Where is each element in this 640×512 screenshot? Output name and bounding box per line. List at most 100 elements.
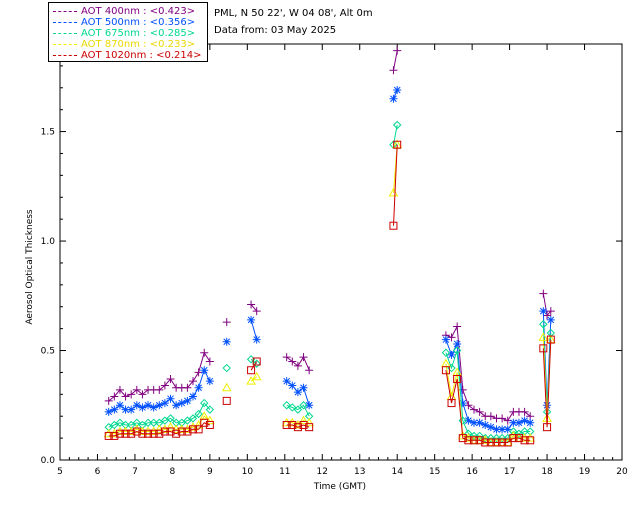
data-point-aot-500nm: [498, 425, 507, 434]
data-point-aot-500nm: [247, 315, 256, 324]
data-point-aot-1020nm: [282, 420, 291, 429]
x-tick-label: 9: [207, 467, 213, 477]
x-tick-label: 7: [132, 467, 138, 477]
data-point-aot-675nm: [149, 418, 158, 427]
data-point-aot-1020nm: [447, 399, 456, 408]
data-point-aot-1020nm: [514, 434, 523, 443]
x-tick-label: 6: [95, 467, 101, 477]
x-tick-label: 5: [57, 467, 63, 477]
legend-line-870nm: [53, 43, 77, 45]
data-point-aot-400nm: [121, 392, 130, 401]
data-point-aot-400nm: [160, 381, 169, 390]
data-point-aot-675nm: [160, 416, 170, 425]
data-point-aot-1020nm: [132, 427, 141, 436]
data-point-aot-500nm: [539, 307, 548, 316]
legend-label-870nm: AOT 870nm : <0.233>: [81, 39, 196, 50]
legend-line-1020nm: [53, 54, 77, 56]
data-point-aot-500nm: [492, 425, 501, 434]
data-point-aot-500nm: [104, 407, 113, 416]
series-aot-400nm: [104, 46, 555, 425]
data-point-aot-675nm: [452, 346, 462, 355]
data-point-aot-400nm: [475, 407, 484, 416]
data-point-aot-500nm: [121, 405, 130, 414]
x-axis-label: Time (GMT): [313, 482, 367, 492]
data-point-aot-500nm: [177, 399, 186, 408]
data-point-aot-500nm: [194, 383, 203, 392]
data-point-aot-500nm: [144, 401, 153, 410]
x-tick-label: 11: [279, 467, 290, 477]
data-point-aot-400nm: [110, 392, 119, 401]
data-point-aot-1020nm: [115, 429, 124, 438]
series-line-aot-675nm: [286, 404, 310, 417]
data-point-aot-500nm: [288, 381, 297, 390]
data-point-aot-1020nm: [177, 427, 186, 436]
data-point-aot-1020nm: [475, 436, 484, 445]
data-point-aot-870nm: [457, 430, 468, 440]
data-point-aot-500nm: [299, 383, 308, 392]
data-point-aot-1020nm: [155, 429, 164, 438]
data-point-aot-675nm: [143, 418, 153, 427]
x-tick-label: 18: [541, 467, 553, 477]
data-point-aot-675nm: [514, 429, 524, 438]
data-point-aot-400nm: [183, 383, 192, 392]
data-point-aot-1020nm: [166, 427, 175, 436]
data-point-aot-870nm: [246, 376, 256, 385]
data-point-aot-675nm: [200, 398, 209, 408]
data-point-aot-500nm: [464, 416, 473, 425]
data-point-aot-400nm: [539, 289, 548, 298]
data-point-aot-400nm: [470, 405, 479, 414]
data-point-aot-400nm: [447, 333, 456, 342]
y-tick-label: 0.5: [41, 347, 55, 357]
data-point-aot-675nm: [469, 431, 479, 441]
data-point-aot-1020nm: [492, 438, 501, 447]
data-point-aot-1020nm: [138, 429, 147, 438]
x-tick-label: 8: [170, 467, 176, 477]
data-point-aot-500nm: [282, 377, 291, 386]
x-tick-label: 19: [579, 467, 591, 477]
x-tick-label: 17: [504, 467, 515, 477]
data-point-aot-500nm: [205, 377, 214, 386]
data-point-aot-400nm: [299, 353, 308, 362]
data-point-aot-400nm: [247, 300, 256, 309]
data-point-aot-500nm: [514, 418, 523, 427]
x-tick-label: 16: [466, 467, 478, 477]
data-point-aot-400nm: [132, 385, 141, 394]
data-point-aot-1020nm: [293, 423, 302, 432]
data-point-aot-1020nm: [503, 438, 512, 447]
data-point-aot-500nm: [166, 394, 175, 403]
data-point-aot-675nm: [183, 416, 192, 425]
data-point-aot-500nm: [138, 403, 147, 412]
data-point-aot-400nm: [205, 357, 214, 366]
data-point-aot-1020nm: [393, 140, 402, 149]
data-point-aot-400nm: [194, 368, 203, 377]
data-point-aot-1020nm: [486, 438, 495, 447]
data-point-aot-400nm: [282, 353, 291, 362]
data-point-aot-1020nm: [543, 423, 552, 432]
legend-line-400nm: [53, 10, 77, 12]
data-point-aot-675nm: [282, 401, 291, 410]
data-point-aot-500nm: [481, 420, 490, 429]
data-point-aot-675nm: [115, 418, 125, 427]
data-point-aot-500nm: [389, 94, 398, 103]
data-point-aot-675nm: [205, 405, 215, 414]
data-point-aot-400nm: [389, 66, 398, 75]
series-line-aot-500nm: [393, 89, 398, 99]
data-point-aot-1020nm: [194, 425, 203, 434]
data-point-aot-1020nm: [305, 423, 314, 432]
data-point-aot-400nm: [222, 318, 231, 327]
legend-item-675nm: AOT 675nm : <0.285>: [53, 28, 195, 39]
data-point-aot-1020nm: [509, 434, 518, 443]
data-point-aot-500nm: [222, 337, 231, 346]
x-tick-label: 20: [616, 467, 628, 477]
data-point-aot-400nm: [486, 412, 495, 421]
data-point-aot-675nm: [475, 431, 484, 441]
data-point-aot-500nm: [458, 399, 467, 408]
legend: AOT 400nm : <0.423> AOT 500nm : <0.356> …: [48, 2, 208, 62]
x-tick-label: 13: [354, 467, 365, 477]
data-point-aot-1020nm: [189, 425, 198, 434]
series-line-aot-1020nm: [393, 144, 398, 226]
data-point-aot-1020nm: [288, 420, 297, 429]
data-point-aot-400nm: [166, 374, 175, 383]
data-point-aot-500nm: [155, 401, 164, 410]
x-tick-label: 15: [429, 467, 440, 477]
